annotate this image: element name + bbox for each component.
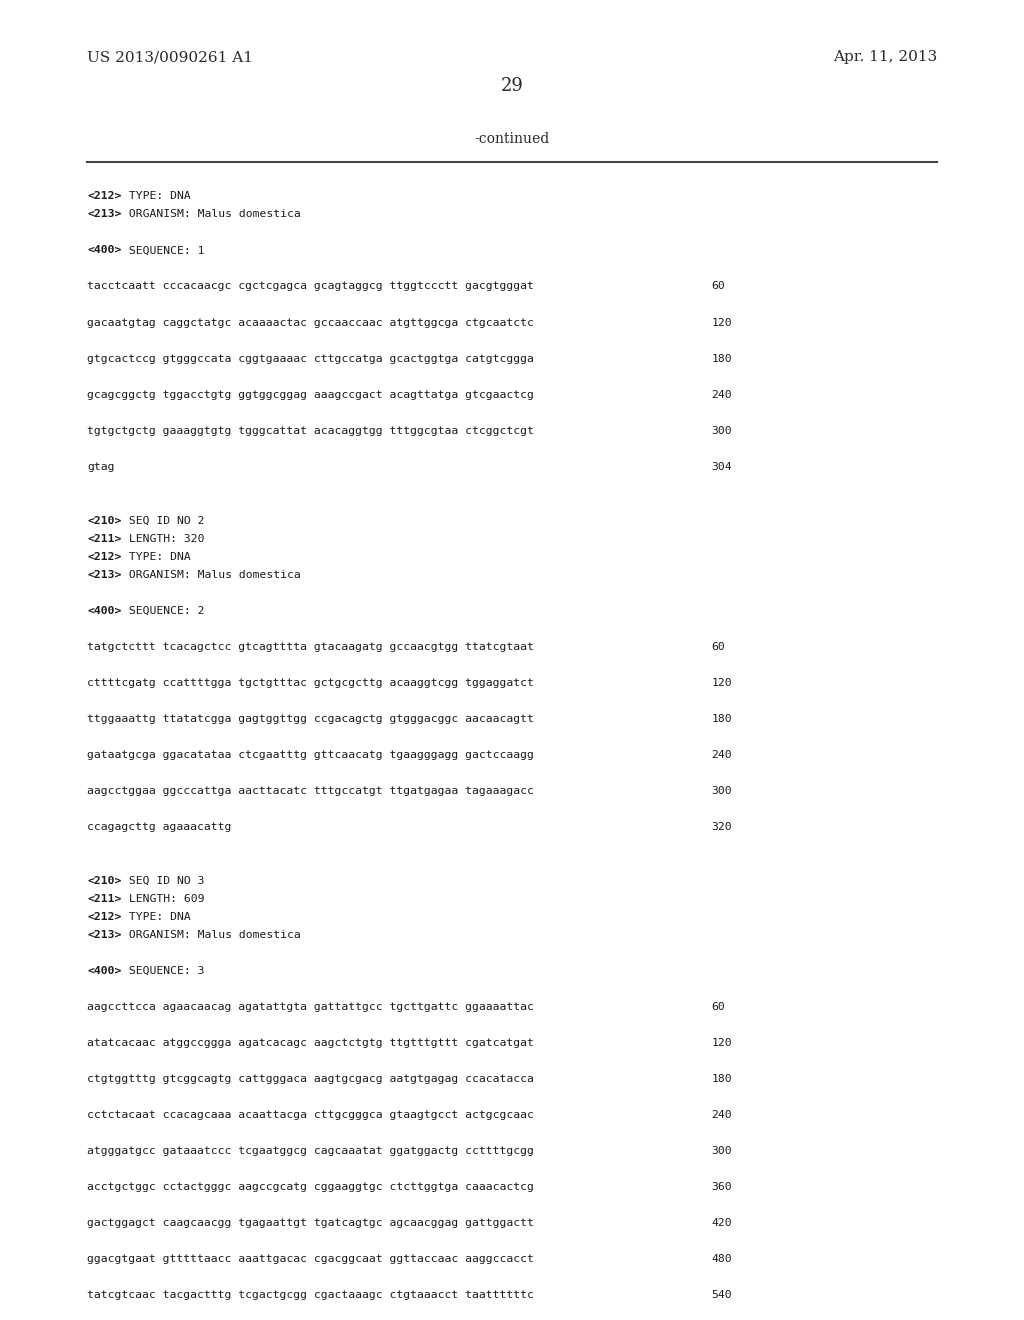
Text: ggacgtgaat gtttttaacc aaattgacac cgacggcaat ggttaccaac aaggccacct: ggacgtgaat gtttttaacc aaattgacac cgacggc… [87,1254,534,1265]
Text: 304: 304 [712,462,732,471]
Text: atatcacaac atggccggga agatcacagc aagctctgtg ttgtttgttt cgatcatgat: atatcacaac atggccggga agatcacagc aagctct… [87,1039,534,1048]
Text: -continued: -continued [474,132,550,147]
Text: TYPE: DNA: TYPE: DNA [122,191,191,202]
Text: <400>: <400> [87,246,122,256]
Text: Apr. 11, 2013: Apr. 11, 2013 [833,50,937,65]
Text: SEQ ID NO 2: SEQ ID NO 2 [122,516,205,525]
Text: tacctcaatt cccacaacgc cgctcgagca gcagtaggcg ttggtccctt gacgtgggat: tacctcaatt cccacaacgc cgctcgagca gcagtag… [87,281,534,292]
Text: gataatgcga ggacatataa ctcgaatttg gttcaacatg tgaagggagg gactccaagg: gataatgcga ggacatataa ctcgaatttg gttcaac… [87,750,534,760]
Text: SEQUENCE: 3: SEQUENCE: 3 [122,966,205,977]
Text: 60: 60 [712,642,725,652]
Text: cttttcgatg ccattttgga tgctgtttac gctgcgcttg acaaggtcgg tggaggatct: cttttcgatg ccattttgga tgctgtttac gctgcgc… [87,678,534,688]
Text: <213>: <213> [87,931,122,940]
Text: 120: 120 [712,678,732,688]
Text: <212>: <212> [87,912,122,923]
Text: 420: 420 [712,1218,732,1229]
Text: LENGTH: 320: LENGTH: 320 [122,533,205,544]
Text: gtgcactccg gtgggccata cggtgaaaac cttgccatga gcactggtga catgtcggga: gtgcactccg gtgggccata cggtgaaaac cttgcca… [87,354,534,363]
Text: cctctacaat ccacagcaaa acaattacga cttgcgggca gtaagtgcct actgcgcaac: cctctacaat ccacagcaaa acaattacga cttgcgg… [87,1110,534,1121]
Text: 180: 180 [712,1074,732,1084]
Text: 180: 180 [712,714,732,723]
Text: tgtgctgctg gaaaggtgtg tgggcattat acacaggtgg tttggcgtaa ctcggctcgt: tgtgctgctg gaaaggtgtg tgggcattat acacagg… [87,425,534,436]
Text: LENGTH: 609: LENGTH: 609 [122,894,205,904]
Text: SEQUENCE: 1: SEQUENCE: 1 [122,246,205,256]
Text: US 2013/0090261 A1: US 2013/0090261 A1 [87,50,253,65]
Text: 120: 120 [712,1039,732,1048]
Text: 29: 29 [501,77,523,95]
Text: SEQ ID NO 3: SEQ ID NO 3 [122,876,205,886]
Text: ccagagcttg agaaacattg: ccagagcttg agaaacattg [87,822,231,832]
Text: <213>: <213> [87,210,122,219]
Text: atgggatgcc gataaatccc tcgaatggcg cagcaaatat ggatggactg ccttttgcgg: atgggatgcc gataaatccc tcgaatggcg cagcaaa… [87,1146,534,1156]
Text: <210>: <210> [87,516,122,525]
Text: <210>: <210> [87,876,122,886]
Text: tatgctcttt tcacagctcc gtcagtttta gtacaagatg gccaacgtgg ttatcgtaat: tatgctcttt tcacagctcc gtcagtttta gtacaag… [87,642,534,652]
Text: <212>: <212> [87,191,122,202]
Text: gtag: gtag [87,462,115,471]
Text: 240: 240 [712,389,732,400]
Text: ORGANISM: Malus domestica: ORGANISM: Malus domestica [122,931,301,940]
Text: 300: 300 [712,425,732,436]
Text: 60: 60 [712,281,725,292]
Text: ctgtggtttg gtcggcagtg cattgggaca aagtgcgacg aatgtgagag ccacatacca: ctgtggtttg gtcggcagtg cattgggaca aagtgcg… [87,1074,534,1084]
Text: gacaatgtag caggctatgc acaaaactac gccaaccaac atgttggcga ctgcaatctc: gacaatgtag caggctatgc acaaaactac gccaacc… [87,318,534,327]
Text: ttggaaattg ttatatcgga gagtggttgg ccgacagctg gtgggacggc aacaacagtt: ttggaaattg ttatatcgga gagtggttgg ccgacag… [87,714,534,723]
Text: <212>: <212> [87,552,122,562]
Text: 240: 240 [712,750,732,760]
Text: acctgctggc cctactgggc aagccgcatg cggaaggtgc ctcttggtga caaacactcg: acctgctggc cctactgggc aagccgcatg cggaagg… [87,1183,534,1192]
Text: <213>: <213> [87,570,122,579]
Text: 300: 300 [712,785,732,796]
Text: <400>: <400> [87,606,122,616]
Text: 360: 360 [712,1183,732,1192]
Text: <211>: <211> [87,533,122,544]
Text: <211>: <211> [87,894,122,904]
Text: aagcctggaa ggcccattga aacttacatc tttgccatgt ttgatgagaa tagaaagacc: aagcctggaa ggcccattga aacttacatc tttgcca… [87,785,534,796]
Text: 180: 180 [712,354,732,363]
Text: 300: 300 [712,1146,732,1156]
Text: ORGANISM: Malus domestica: ORGANISM: Malus domestica [122,570,301,579]
Text: ORGANISM: Malus domestica: ORGANISM: Malus domestica [122,210,301,219]
Text: aagccttcca agaacaacag agatattgta gattattgcc tgcttgattc ggaaaattac: aagccttcca agaacaacag agatattgta gattatt… [87,1002,534,1012]
Text: <400>: <400> [87,966,122,977]
Text: 540: 540 [712,1291,732,1300]
Text: tatcgtcaac tacgactttg tcgactgcgg cgactaaagc ctgtaaacct taattttttc: tatcgtcaac tacgactttg tcgactgcgg cgactaa… [87,1291,534,1300]
Text: 120: 120 [712,318,732,327]
Text: gcagcggctg tggacctgtg ggtggcggag aaagccgact acagttatga gtcgaactcg: gcagcggctg tggacctgtg ggtggcggag aaagccg… [87,389,534,400]
Text: 60: 60 [712,1002,725,1012]
Text: 320: 320 [712,822,732,832]
Text: 240: 240 [712,1110,732,1121]
Text: gactggagct caagcaacgg tgagaattgt tgatcagtgc agcaacggag gattggactt: gactggagct caagcaacgg tgagaattgt tgatcag… [87,1218,534,1229]
Text: TYPE: DNA: TYPE: DNA [122,912,191,923]
Text: TYPE: DNA: TYPE: DNA [122,552,191,562]
Text: SEQUENCE: 2: SEQUENCE: 2 [122,606,205,616]
Text: 480: 480 [712,1254,732,1265]
